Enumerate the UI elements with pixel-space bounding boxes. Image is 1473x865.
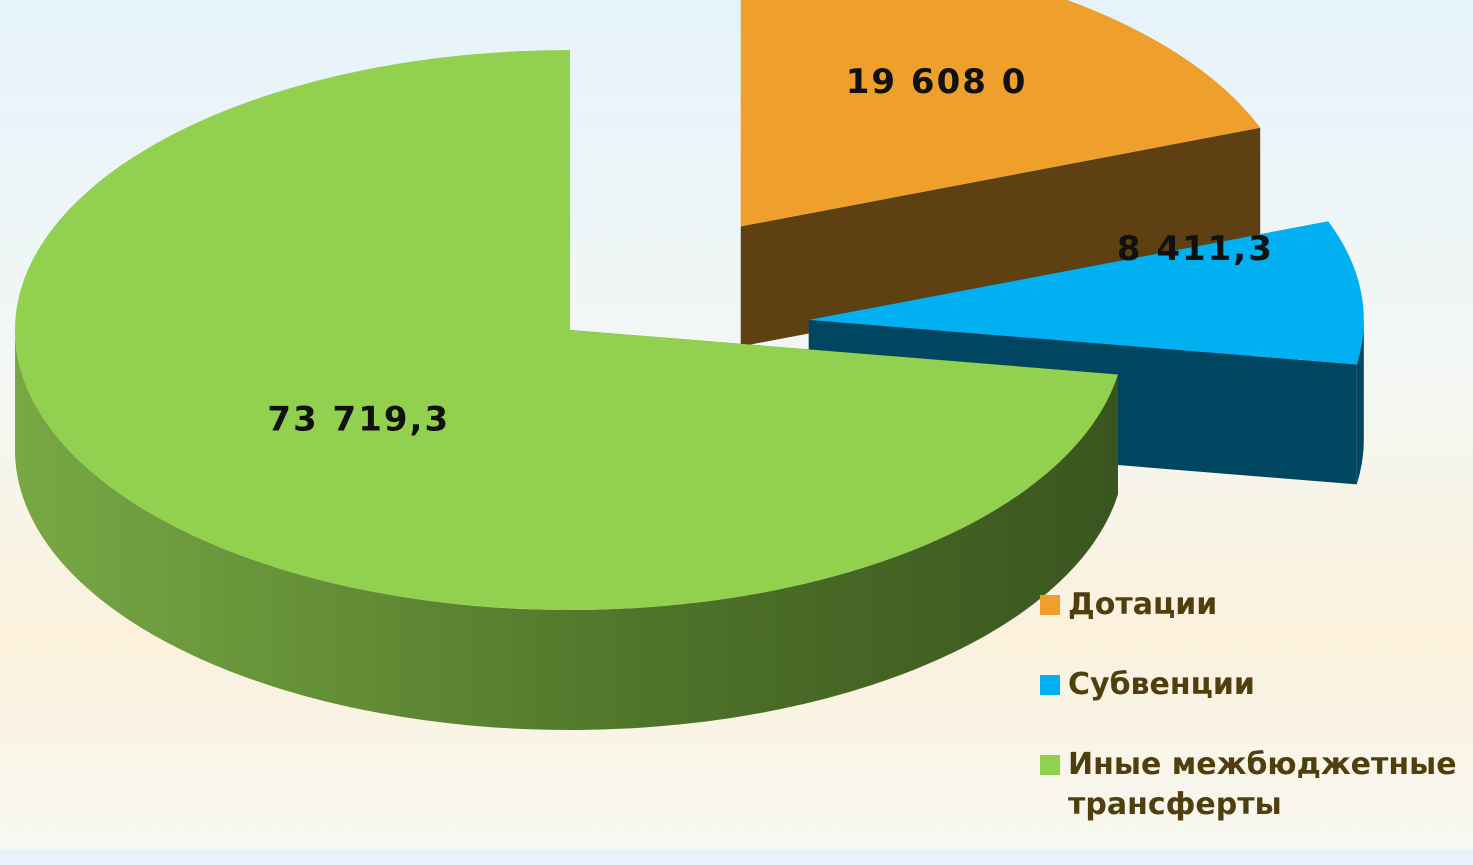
legend-swatch: [1040, 595, 1060, 615]
slice-top: [808, 221, 1364, 365]
data-label: 19 608 0: [846, 62, 1028, 102]
slice-side: [1356, 319, 1364, 485]
legend-item: Иные межбюджетные трансферты: [1040, 745, 1470, 825]
legend-label: Иные межбюджетные трансферты: [1068, 747, 1457, 822]
slice: [740, 0, 1261, 347]
slice-side: [15, 330, 1118, 731]
slice-top: [15, 50, 1118, 611]
legend-swatch: [1040, 755, 1060, 775]
data-label: 73 719,3: [267, 399, 450, 439]
legend-label: Дотации: [1068, 587, 1218, 622]
data-label: 8 411,3: [1117, 229, 1274, 269]
legend-label: Субвенции: [1068, 667, 1255, 702]
slice: [15, 50, 1118, 731]
slice-top: [740, 0, 1261, 227]
legend-item: Дотации: [1040, 585, 1470, 625]
legend-swatch: [1040, 675, 1060, 695]
slice-wall: [740, 127, 1261, 347]
legend: Дотации Субвенции Иные межбюджетные трансф…: [1040, 585, 1470, 865]
legend-item: Субвенции: [1040, 665, 1470, 705]
